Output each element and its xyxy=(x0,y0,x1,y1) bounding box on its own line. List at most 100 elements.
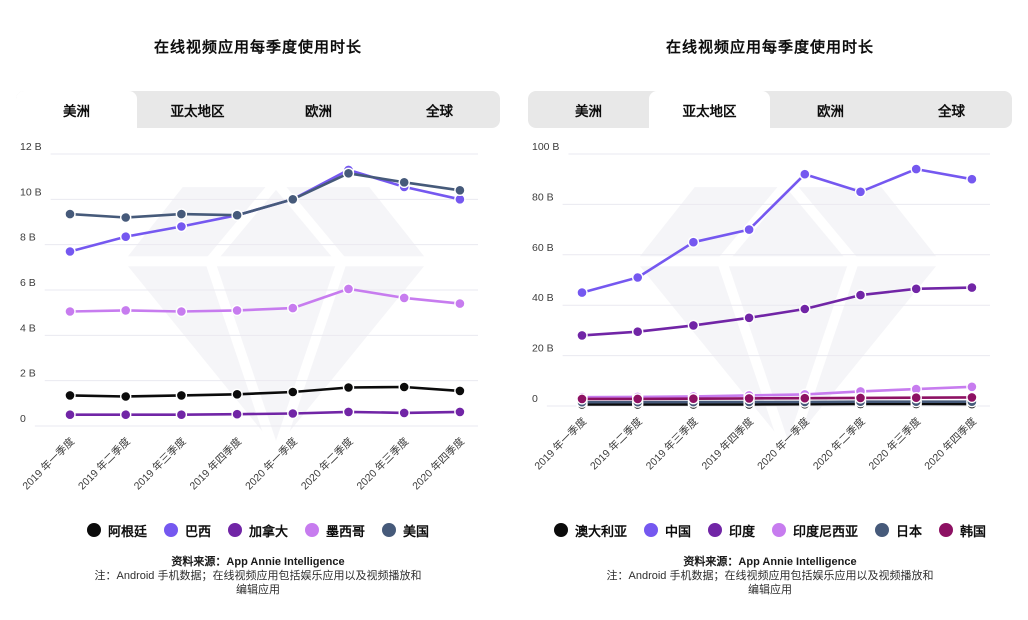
x-tick-label: 2020 年一季度 xyxy=(242,435,300,493)
gem-watermark-icon xyxy=(624,177,952,461)
y-tick-label: 100 B xyxy=(532,141,559,153)
note-line-1: 注：Android 手机数据；在线视频应用包括娱乐应用以及视频播放和 xyxy=(606,570,934,582)
legend-item-south-korea: 韩国 xyxy=(939,521,986,540)
series-line-argentina xyxy=(68,385,462,398)
legend-item-india: 印度 xyxy=(707,521,755,540)
tab-americas[interactable]: 美洲 xyxy=(16,91,137,128)
tab-asia-pacific[interactable]: 亚太地区 xyxy=(170,103,225,119)
data-point-south-korea xyxy=(910,392,922,404)
legend-label: 印度尼西亚 xyxy=(793,523,859,539)
data-point-south-korea xyxy=(576,393,588,405)
data-point-india xyxy=(631,325,644,338)
legend-item-indonesia: 印度尼西亚 xyxy=(772,521,858,540)
x-tick-label: 2020 年四季度 xyxy=(410,435,468,493)
data-point-canada xyxy=(287,407,299,420)
y-tick-label: 12 B xyxy=(20,141,42,153)
tab-europe[interactable]: 欧洲 xyxy=(305,103,332,119)
data-point-india xyxy=(966,281,978,294)
legend-dot-australia xyxy=(553,523,568,537)
data-point-argentina xyxy=(342,381,355,394)
legend: 澳大利亚 中国 印度 印度尼西亚 日本 韩国 xyxy=(528,520,1012,540)
x-tick-label: 2019 年二季度 xyxy=(587,415,645,473)
series-line-china xyxy=(580,167,974,294)
legend-item-mexico: 墨西哥 xyxy=(305,521,365,540)
x-tick-label: 2020 年二季度 xyxy=(298,435,356,493)
chart-footer: 资料来源：App Annie Intelligence 注：Android 手机… xyxy=(16,555,500,597)
data-point-argentina xyxy=(454,385,466,397)
chart-card-asia-pacific: 在线视频应用每季度使用时长 美洲 亚太地区 欧洲 全球 0 20 B 40 B 60 B 80… xyxy=(528,0,1012,597)
note-line-2: 编辑应用 xyxy=(748,584,792,596)
data-point-usa xyxy=(231,209,243,221)
tab-europe[interactable]: 欧洲 xyxy=(817,103,844,119)
data-point-argentina xyxy=(398,381,410,393)
legend-item-china: 中国 xyxy=(643,521,691,540)
data-point-argentina xyxy=(64,389,76,402)
legend-label: 中国 xyxy=(664,523,691,539)
legend-dot-canada xyxy=(227,523,242,537)
x-tick-label: 2019 年一季度 xyxy=(532,415,590,473)
legend-label: 墨西哥 xyxy=(326,523,366,539)
data-point-canada xyxy=(342,406,355,418)
data-point-brazil xyxy=(119,230,132,243)
data-point-india xyxy=(687,319,700,332)
y-tick-label: 6 B xyxy=(20,277,36,289)
legend-label: 日本 xyxy=(896,523,923,539)
legend-dot-india xyxy=(707,523,722,537)
data-point-usa xyxy=(454,184,466,196)
data-point-mexico xyxy=(454,297,466,310)
chart-title: 在线视频应用每季度使用时长 xyxy=(665,39,874,56)
data-point-canada xyxy=(398,407,410,419)
data-point-south-korea xyxy=(854,392,867,404)
series-line-india xyxy=(580,286,974,337)
tab-global[interactable]: 全球 xyxy=(938,103,965,119)
data-point-canada xyxy=(119,409,132,421)
line-chart: 0 20 B 40 B 60 B 80 B 100 B 2019 年一季度 2019 年二季度… xyxy=(528,140,1012,520)
legend-label: 阿根廷 xyxy=(107,523,147,539)
series-line-usa xyxy=(68,171,462,219)
tab-bar: 美洲 亚太地区 欧洲 全球 xyxy=(16,91,500,128)
tab-bar: 美洲 亚太地区 欧洲 全球 xyxy=(528,91,1012,128)
data-point-south-korea xyxy=(687,393,700,405)
data-point-china xyxy=(966,173,978,185)
legend-item-japan: 日本 xyxy=(875,521,922,540)
legend: 阿根廷 巴西 加拿大 墨西哥 美国 xyxy=(16,520,500,540)
data-point-south-korea xyxy=(743,392,755,405)
data-point-india xyxy=(854,289,867,301)
source-line: 资料来源：App Annie Intelligence xyxy=(171,556,345,568)
legend-dot-japan xyxy=(875,523,890,537)
tab-global[interactable]: 全球 xyxy=(426,103,453,119)
legend-dot-argentina xyxy=(86,523,101,537)
y-tick-label: 0 xyxy=(532,393,538,405)
chart-footer: 资料来源：App Annie Intelligence 注：Android 手机… xyxy=(528,555,1012,597)
legend-label: 印度 xyxy=(728,523,755,539)
series-line-japan xyxy=(580,400,974,404)
data-point-argentina xyxy=(287,386,299,398)
note-line-1: 注：Android 手机数据；在线视频应用包括娱乐应用以及视频播放和 xyxy=(94,570,422,582)
tab-asia-pacific[interactable]: 亚太地区 xyxy=(649,91,770,128)
data-point-usa xyxy=(64,208,76,220)
data-point-usa xyxy=(175,208,188,220)
data-point-china xyxy=(910,163,922,175)
legend-label: 韩国 xyxy=(960,523,987,539)
note-line-2: 编辑应用 xyxy=(236,584,280,596)
legend-item-canada: 加拿大 xyxy=(227,521,288,540)
y-tick-label: 0 xyxy=(20,413,26,425)
x-tick-label: 2020 年四季度 xyxy=(922,415,980,473)
series-line-south-korea xyxy=(580,396,974,401)
data-point-usa xyxy=(398,176,410,188)
series-line-australia xyxy=(580,402,974,406)
tab-americas[interactable]: 美洲 xyxy=(575,103,602,119)
data-point-china xyxy=(576,286,588,299)
y-tick-label: 4 B xyxy=(20,322,36,334)
x-tick-label: 2020 年一季度 xyxy=(754,415,812,473)
data-point-brazil xyxy=(64,245,76,258)
data-point-china xyxy=(687,236,700,248)
legend-dot-china xyxy=(643,523,658,537)
source-line: 资料来源：App Annie Intelligence xyxy=(683,556,857,568)
data-point-mexico xyxy=(64,305,76,318)
x-tick-label: 2019 年三季度 xyxy=(643,415,701,473)
y-tick-label: 60 B xyxy=(532,242,554,254)
data-point-argentina xyxy=(175,389,188,402)
